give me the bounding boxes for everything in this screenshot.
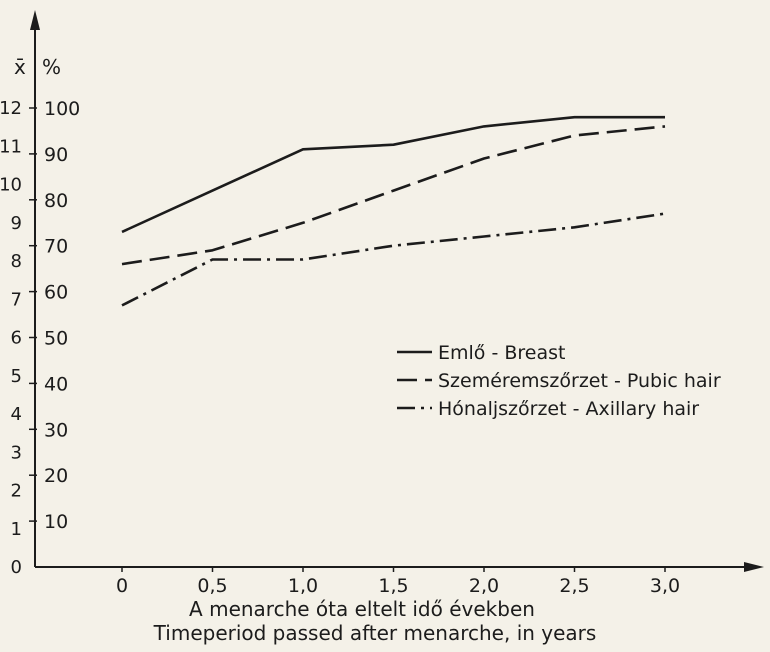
y-tick-label-percent: 20 bbox=[44, 465, 68, 487]
legend-label-1: Emlő - Breast bbox=[438, 342, 565, 364]
x-tick-label: 2,0 bbox=[469, 575, 499, 597]
x-tick-label: 1,0 bbox=[288, 575, 318, 597]
y-tick-label-percent: 30 bbox=[44, 419, 68, 441]
y-tick-label-mean: 4 bbox=[11, 404, 22, 425]
series-line-3 bbox=[121, 212, 666, 307]
x-tick-label: 1,5 bbox=[378, 575, 408, 597]
y-tick-label-mean: 1 bbox=[11, 519, 22, 540]
y-tick-label-percent: 10 bbox=[44, 511, 68, 533]
y-tick-label-percent: 50 bbox=[44, 328, 68, 350]
x-axis-label-english: Timeperiod passed after menarche, in yea… bbox=[153, 621, 597, 645]
y-tick-label-mean: 3 bbox=[11, 442, 22, 463]
y-tick-label-mean: 2 bbox=[11, 481, 22, 502]
y-axis-label-mean: x̄ bbox=[14, 55, 26, 79]
x-axis-arrowhead bbox=[744, 562, 764, 572]
x-tick-label: 3,0 bbox=[650, 575, 680, 597]
y-tick-label-percent: 70 bbox=[44, 236, 68, 258]
y-tick-label-mean: 5 bbox=[11, 366, 22, 387]
y-tick-label-mean: 6 bbox=[11, 328, 22, 349]
x-tick-label: 2,5 bbox=[559, 575, 589, 597]
y-tick-label-mean: 11 bbox=[0, 136, 22, 157]
y-axis-arrowhead bbox=[30, 10, 40, 30]
y-tick-label-mean: 9 bbox=[11, 213, 22, 234]
y-tick-label-percent: 60 bbox=[44, 282, 68, 304]
y-tick-label-mean: 12 bbox=[0, 98, 22, 119]
y-tick-label-percent: 100 bbox=[44, 98, 80, 120]
y-axis-label-percent: % bbox=[42, 55, 61, 79]
y-tick-label-percent: 90 bbox=[44, 144, 68, 166]
y-tick-label-mean: 0 bbox=[11, 557, 22, 578]
y-tick-label-percent: 80 bbox=[44, 190, 68, 212]
y-tick-label-mean: 10 bbox=[0, 175, 22, 196]
series-line-2 bbox=[121, 125, 666, 266]
y-tick-label-mean: 8 bbox=[11, 251, 22, 272]
x-axis-label-hungarian: A menarche óta eltelt idő években bbox=[189, 597, 535, 621]
y-tick-label-percent: 40 bbox=[44, 373, 68, 395]
legend-label-2: Szeméremszőrzet - Pubic hair bbox=[438, 370, 721, 392]
y-tick-label-mean: 7 bbox=[11, 289, 22, 310]
series-line-1 bbox=[121, 115, 665, 234]
legend-label-3: Hónaljszőrzet - Axillary hair bbox=[438, 398, 699, 420]
x-tick-label: 0 bbox=[116, 575, 128, 597]
x-tick-label: 0,5 bbox=[197, 575, 227, 597]
